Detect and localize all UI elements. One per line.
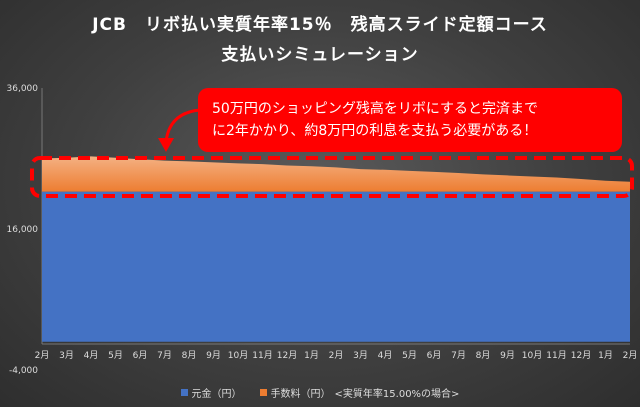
callout-arrowhead <box>158 138 174 152</box>
series-fee-area <box>42 156 630 192</box>
callout-line-1: 50万円のショッピング残高をリボにすると完済まで <box>212 101 538 117</box>
x-tick-label: 4月 <box>84 350 99 361</box>
legend: 元金（円） 手数料（円） <実質年率15.00%の場合> <box>0 385 640 400</box>
x-tick-label: 7月 <box>157 350 172 361</box>
x-tick-label: 11月 <box>546 350 566 361</box>
x-tick-label: 12月 <box>571 350 591 361</box>
x-tick-label: 3月 <box>353 350 368 361</box>
x-tick-label: 6月 <box>427 350 442 361</box>
callout-arrow <box>164 108 201 143</box>
x-tick-label: 10月 <box>522 350 542 361</box>
x-tick-label: 8月 <box>476 350 491 361</box>
legend-swatch-fee <box>259 389 267 396</box>
x-tick-label: 4月 <box>378 350 393 361</box>
x-tick-label: 8月 <box>182 350 197 361</box>
x-tick-label: 7月 <box>451 350 466 361</box>
x-tick-label: 9月 <box>206 350 221 361</box>
x-tick-label: 5月 <box>108 350 123 361</box>
y-tick-label: 36,000 <box>7 84 39 94</box>
x-tick-label: 1月 <box>304 350 319 361</box>
callout-line-2: に2年かかり、約8万円の利息を支払う必要がある！ <box>212 123 538 139</box>
x-tick-label: 2月 <box>623 350 638 361</box>
legend-swatch-principal <box>180 389 188 396</box>
legend-item-fee: 手数料（円） <実質年率15.00%の場合> <box>259 385 460 400</box>
x-tick-label: 5月 <box>402 350 417 361</box>
legend-label-principal: 元金（円） <box>191 389 242 400</box>
x-tick-label: 6月 <box>133 350 148 361</box>
callout-annotation: 50万円のショッピング残高をリボにすると完済まで に2年かかり、約8万円の利息を… <box>198 88 622 152</box>
x-tick-label: 9月 <box>500 350 515 361</box>
legend-note: <実質年率15.00%の場合> <box>334 389 460 400</box>
y-tick-label: -4,000 <box>9 366 38 376</box>
series-principal-area <box>42 191 630 342</box>
x-tick-label: 11月 <box>252 350 272 361</box>
y-tick-label: 16,000 <box>7 225 39 235</box>
x-tick-label: 10月 <box>228 350 248 361</box>
x-tick-label: 1月 <box>598 350 613 361</box>
legend-label-fee: 手数料（円） <box>270 389 331 400</box>
x-tick-label: 2月 <box>329 350 344 361</box>
chart-subtitle: 支払いシミュレーション <box>221 45 419 65</box>
x-tick-label: 3月 <box>59 350 74 361</box>
highlight-dashed-box <box>30 156 634 198</box>
x-tick-label: 2月 <box>35 350 50 361</box>
chart-title: JCB リボ払い実質年率15％ 残高スライド定額コース <box>92 15 548 35</box>
x-tick-label: 12月 <box>277 350 297 361</box>
legend-item-principal: 元金（円） <box>180 385 242 400</box>
